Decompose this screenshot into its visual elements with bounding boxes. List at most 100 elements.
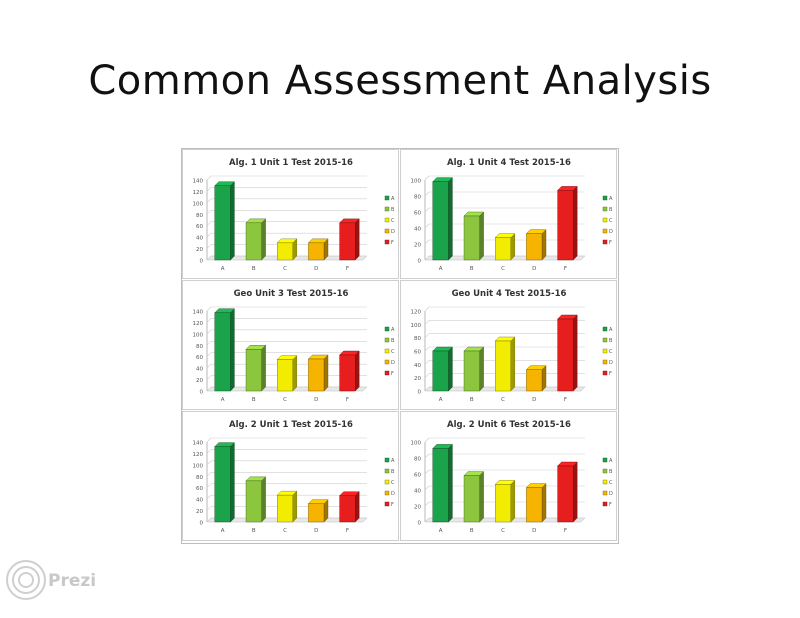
bar-side-a [448, 346, 453, 392]
legend-label: A [609, 196, 613, 202]
gridline-side [206, 329, 212, 335]
bar-side-a [230, 181, 235, 261]
legend-swatch-c [602, 479, 608, 485]
y-tick-label: 0 [200, 259, 204, 265]
bar-side-b [261, 476, 266, 523]
gridline-side [206, 460, 212, 466]
bar-d [526, 233, 543, 261]
legend-label: A [609, 327, 613, 333]
x-tick-label: D [314, 266, 318, 272]
y-tick-label: 60 [414, 473, 421, 479]
gridline-side [206, 244, 212, 249]
gridline-side [424, 346, 430, 352]
bar-chart: Alg. 2 Unit 1 Test 2015-16 0 20 40 60 80 100 12… [193, 420, 396, 534]
legend-swatch-b [384, 468, 390, 474]
legend-swatch-d [602, 490, 608, 496]
bar-b [463, 215, 480, 261]
x-tick-label: D [532, 397, 536, 403]
gridline-side [424, 469, 430, 475]
gridline-side [424, 485, 430, 491]
legend-label: B [391, 469, 395, 475]
bar-f [339, 222, 356, 261]
y-tick-label: 40 [414, 227, 421, 233]
x-tick-label: F [564, 397, 567, 403]
bar-side-a [448, 177, 453, 261]
gridline-side [206, 187, 212, 192]
legend-label: B [609, 338, 613, 344]
bar-side-c [510, 336, 516, 392]
x-tick-label: C [283, 266, 287, 272]
y-tick-label: 100 [193, 332, 204, 338]
gridline-side [206, 210, 212, 215]
gridline-side [424, 373, 430, 378]
legend-label: A [391, 196, 395, 202]
gridline-side [206, 255, 212, 261]
y-tick-label: 60 [414, 350, 421, 356]
legend-label: B [391, 207, 395, 213]
legend-label: F [609, 240, 612, 246]
legend-label: D [391, 360, 395, 366]
x-tick-label: A [439, 397, 443, 403]
bar-d [526, 369, 543, 392]
bar-side-f [572, 185, 578, 261]
legend-label: A [609, 458, 613, 464]
bar-f [557, 465, 574, 523]
x-tick-label: A [221, 528, 225, 534]
gridline-side [206, 221, 212, 226]
chart-title: Alg. 2 Unit 1 Test 2015-16 [229, 420, 353, 430]
bar-b [245, 480, 262, 523]
y-tick-label: 20 [414, 376, 421, 382]
legend-swatch-a [602, 326, 608, 332]
legend-swatch-a [384, 326, 390, 332]
bar-a [214, 185, 231, 261]
bar-side-d [541, 483, 547, 523]
y-tick-label: 120 [193, 321, 204, 327]
gridline-side [206, 506, 212, 511]
bar-d [308, 358, 325, 392]
gridline-side [424, 437, 430, 443]
y-tick-label: 100 [193, 201, 204, 207]
x-tick-label: C [283, 528, 287, 534]
bar-c [276, 359, 293, 392]
chart-title: Geo Unit 3 Test 2015-16 [234, 289, 349, 299]
y-tick-label: 40 [414, 363, 421, 369]
legend-swatch-b [602, 468, 608, 474]
legend-swatch-f [602, 370, 608, 376]
x-tick-label: D [314, 528, 318, 534]
bar-a [214, 446, 231, 523]
y-tick-label: 60 [196, 224, 203, 230]
legend-label: A [391, 458, 395, 464]
bar-side-a [448, 443, 453, 523]
y-tick-label: 20 [414, 505, 421, 511]
gridline-side [206, 437, 212, 443]
chart-title: Geo Unit 4 Test 2015-16 [452, 289, 567, 299]
legend-label: F [391, 371, 394, 377]
gridline-side [424, 320, 430, 325]
gridline-side [206, 386, 212, 392]
legend-swatch-c [384, 217, 390, 223]
legend-label: C [391, 480, 395, 486]
y-tick-label: 80 [196, 475, 203, 481]
legend-label: C [609, 218, 613, 224]
x-tick-label: C [283, 397, 287, 403]
legend-swatch-a [602, 457, 608, 463]
y-tick-label: 140 [193, 310, 204, 316]
bar-c [276, 242, 293, 261]
gridline-side [206, 352, 212, 357]
bar-side-f [354, 491, 360, 523]
legend-label: F [609, 502, 612, 508]
gridline-side [206, 472, 212, 477]
y-tick-label: 0 [418, 390, 422, 396]
legend-swatch-d [384, 359, 390, 365]
y-tick-label: 0 [200, 521, 204, 527]
bar-side-b [479, 471, 484, 523]
gridline-side [206, 494, 212, 500]
bar-a [432, 448, 449, 523]
bar-chart: Geo Unit 3 Test 2015-16 0 20 40 60 80 100 120 14… [193, 289, 396, 403]
bar-f [339, 495, 356, 523]
gridline-side [424, 223, 430, 229]
x-tick-label: B [252, 266, 256, 272]
prezi-logo: Prezi [4, 556, 104, 606]
gridline-side [424, 175, 430, 181]
